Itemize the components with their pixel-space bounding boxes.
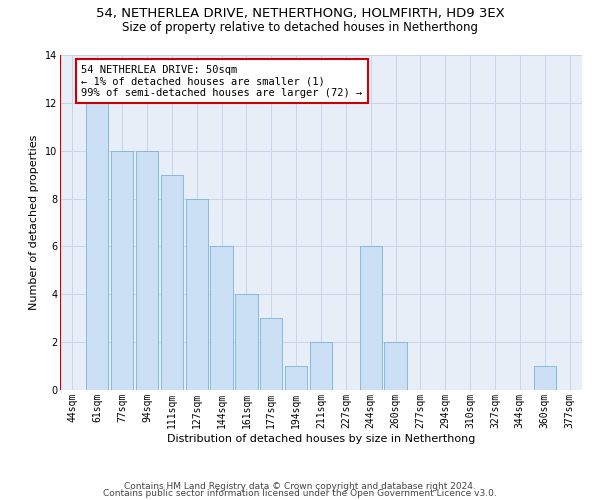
Bar bbox=[260, 318, 283, 390]
Bar bbox=[235, 294, 257, 390]
Text: Contains public sector information licensed under the Open Government Licence v3: Contains public sector information licen… bbox=[103, 490, 497, 498]
Bar bbox=[533, 366, 556, 390]
X-axis label: Distribution of detached houses by size in Netherthong: Distribution of detached houses by size … bbox=[167, 434, 475, 444]
Bar bbox=[161, 174, 183, 390]
Y-axis label: Number of detached properties: Number of detached properties bbox=[29, 135, 39, 310]
Bar bbox=[185, 198, 208, 390]
Text: Contains HM Land Registry data © Crown copyright and database right 2024.: Contains HM Land Registry data © Crown c… bbox=[124, 482, 476, 491]
Text: 54, NETHERLEA DRIVE, NETHERTHONG, HOLMFIRTH, HD9 3EX: 54, NETHERLEA DRIVE, NETHERTHONG, HOLMFI… bbox=[95, 8, 505, 20]
Bar bbox=[285, 366, 307, 390]
Text: Size of property relative to detached houses in Netherthong: Size of property relative to detached ho… bbox=[122, 21, 478, 34]
Bar bbox=[385, 342, 407, 390]
Bar bbox=[211, 246, 233, 390]
Text: 54 NETHERLEA DRIVE: 50sqm
← 1% of detached houses are smaller (1)
99% of semi-de: 54 NETHERLEA DRIVE: 50sqm ← 1% of detach… bbox=[81, 64, 362, 98]
Bar bbox=[136, 150, 158, 390]
Bar bbox=[86, 103, 109, 390]
Bar bbox=[359, 246, 382, 390]
Bar bbox=[111, 150, 133, 390]
Bar bbox=[310, 342, 332, 390]
